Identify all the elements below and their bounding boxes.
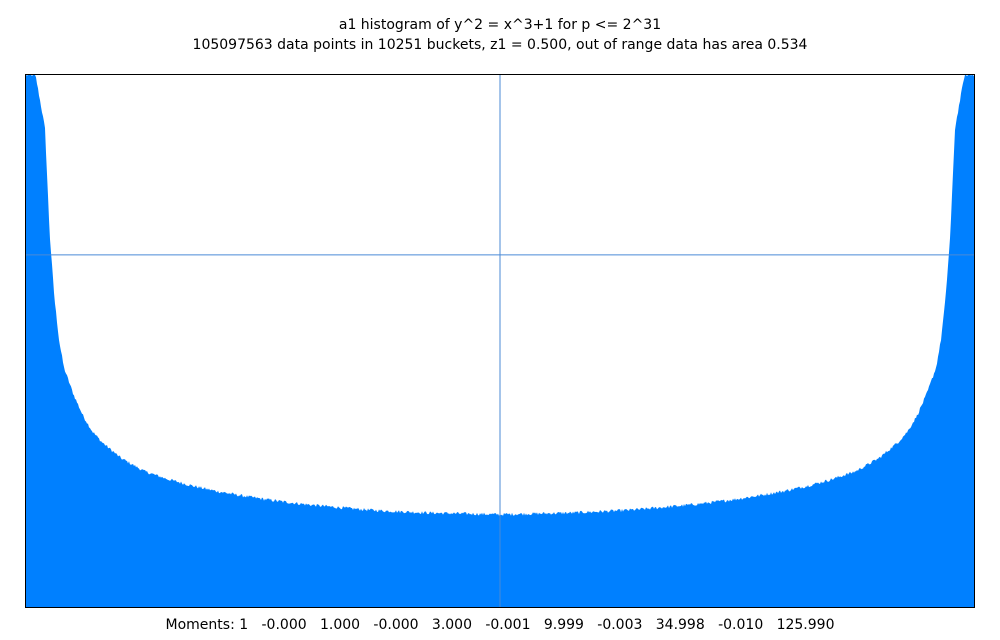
- moment-value: -0.010: [704, 617, 764, 633]
- moments-line: Moments: 1 -0.000 1.000 -0.000 3.000 -0.…: [0, 617, 1000, 633]
- chart-subtitle: 105097563 data points in 10251 buckets, …: [192, 37, 808, 53]
- chart-title: a1 histogram of y^2 = x^3+1 for p <= 2^3…: [338, 17, 662, 33]
- moment-value: 9.999: [530, 617, 584, 633]
- moment-value: -0.001: [472, 617, 531, 633]
- histogram-svg: [26, 75, 974, 607]
- histogram-area: [26, 75, 974, 607]
- moment-value: 1.000: [306, 617, 361, 633]
- moment-value: 1: [234, 617, 249, 633]
- moment-value: -0.003: [583, 617, 643, 633]
- moments-values: 1 -0.000 1.000 -0.000 3.000 -0.001 9.999…: [234, 617, 835, 633]
- moment-value: 125.990: [763, 617, 835, 633]
- moments-label: Moments:: [165, 617, 235, 633]
- moment-value: 3.000: [418, 617, 472, 633]
- moment-value: -0.000: [248, 617, 307, 633]
- moment-value: -0.000: [360, 617, 419, 633]
- plot-area: [25, 74, 975, 608]
- moment-value: 34.998: [642, 617, 705, 633]
